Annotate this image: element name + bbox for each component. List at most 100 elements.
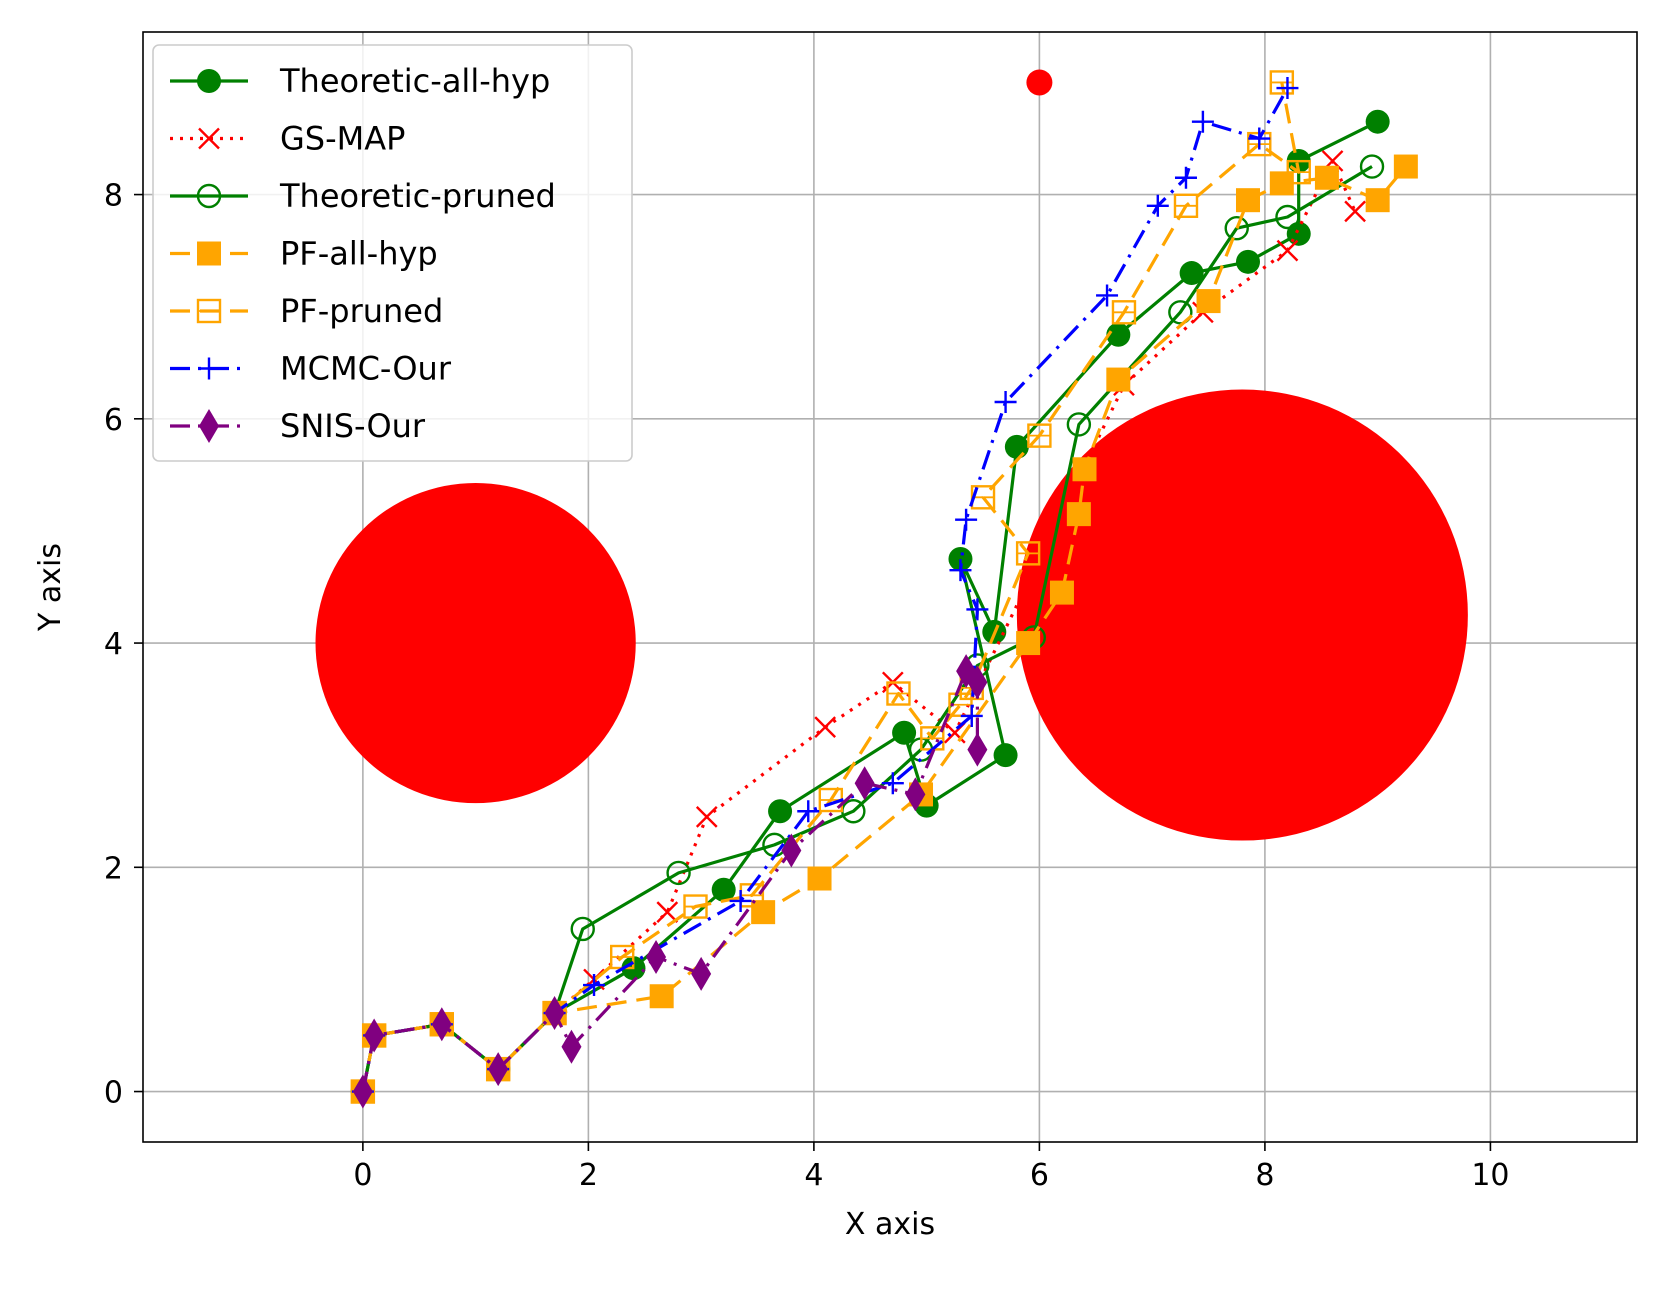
data-point xyxy=(488,1052,509,1087)
data-point xyxy=(993,743,1018,768)
data-point xyxy=(666,860,691,886)
legend-marker xyxy=(196,298,222,324)
data-point xyxy=(1235,188,1260,213)
data-point xyxy=(544,996,565,1031)
legend-entry: PF-pruned xyxy=(170,292,443,330)
legend-marker xyxy=(196,183,222,209)
data-point xyxy=(948,546,973,571)
data-point xyxy=(1066,502,1091,527)
x-axis-label: X axis xyxy=(845,1207,935,1242)
data-point xyxy=(854,766,875,801)
data-point xyxy=(431,1007,452,1042)
legend-entry: MCMC-Our xyxy=(170,350,452,388)
data-point xyxy=(1276,239,1299,262)
legend-marker xyxy=(199,409,219,443)
legend-marker xyxy=(198,357,220,380)
legend-label: Theoretic-pruned xyxy=(279,177,556,215)
legend-entry: SNIS-Our xyxy=(170,407,426,445)
legend-label: Theoretic-all-hyp xyxy=(279,62,550,100)
data-point xyxy=(649,984,674,1009)
data-point xyxy=(967,665,988,700)
obstacle-circle xyxy=(1016,389,1468,841)
data-point xyxy=(583,974,606,997)
legend-entry: Theoretic-all-hyp xyxy=(170,62,550,100)
legend-label: PF-all-hyp xyxy=(280,235,438,273)
x-tick-label: 4 xyxy=(804,1158,823,1193)
data-point xyxy=(1174,166,1197,189)
data-point xyxy=(955,508,978,531)
data-point xyxy=(1016,631,1041,656)
data-point xyxy=(561,1029,582,1064)
data-point xyxy=(1146,194,1169,217)
data-point xyxy=(905,777,926,812)
x-tick-label: 0 xyxy=(353,1158,372,1193)
legend-label: SNIS-Our xyxy=(280,407,426,445)
data-point xyxy=(729,889,752,912)
obstacle-circle xyxy=(315,482,636,804)
data-point xyxy=(1168,300,1193,325)
data-point xyxy=(1224,216,1249,241)
data-point xyxy=(1027,423,1052,448)
series-line xyxy=(361,669,980,1092)
data-point xyxy=(1235,249,1260,274)
axis-ticks: 0 2 4 6 8 10 0 2 4 6 8 xyxy=(104,179,1510,1193)
data-point xyxy=(967,732,988,767)
y-tick-label: 4 xyxy=(104,627,123,662)
goal-marker xyxy=(1026,69,1053,96)
x-tick-label: 10 xyxy=(1471,1158,1509,1193)
data-point xyxy=(683,894,708,919)
data-point xyxy=(1096,284,1119,307)
data-point xyxy=(695,806,718,828)
x-tick-label: 6 xyxy=(1030,1158,1049,1193)
data-point xyxy=(781,833,802,868)
data-point xyxy=(1111,300,1137,325)
data-point xyxy=(1072,457,1097,482)
data-point xyxy=(364,1018,385,1053)
legend-label: MCMC-Our xyxy=(280,350,452,388)
legend-label: PF-pruned xyxy=(280,292,443,330)
data-point xyxy=(1173,193,1199,218)
data-point xyxy=(352,1074,373,1109)
data-point xyxy=(1179,261,1204,286)
y-axis-label: Y axis xyxy=(33,543,68,632)
data-point xyxy=(966,598,989,621)
legend-entry: GS-MAP xyxy=(170,120,405,158)
data-point xyxy=(1365,109,1390,134)
legend-marker xyxy=(198,127,220,150)
data-point xyxy=(1359,154,1385,179)
data-point xyxy=(691,956,712,991)
data-point xyxy=(570,916,595,942)
data-point xyxy=(1049,580,1074,605)
data-point xyxy=(768,799,793,824)
data-point xyxy=(1248,127,1271,150)
y-tick-label: 2 xyxy=(104,851,123,886)
data-point xyxy=(1286,221,1311,246)
data-point xyxy=(1269,70,1295,95)
legend-marker xyxy=(197,69,221,93)
data-point xyxy=(1286,159,1311,185)
data-point xyxy=(1393,154,1418,179)
data-point xyxy=(1314,165,1339,190)
data-point xyxy=(646,940,667,974)
data-point xyxy=(1106,367,1131,392)
legend: Theoretic-all-hyp GS-MAP Theoretic-pruned P… xyxy=(152,44,633,462)
data-point xyxy=(814,716,837,738)
data-point xyxy=(881,772,904,795)
data-point xyxy=(1276,77,1299,100)
x-tick-label: 8 xyxy=(1255,1158,1274,1193)
data-point xyxy=(886,681,911,706)
data-point xyxy=(892,720,917,745)
data-point xyxy=(949,559,972,582)
data-point xyxy=(1066,412,1092,437)
data-point xyxy=(1275,204,1300,230)
legend-marker xyxy=(197,241,221,266)
data-point xyxy=(960,704,983,727)
data-point xyxy=(711,877,736,902)
data-point xyxy=(994,391,1017,413)
legend-label: GS-MAP xyxy=(280,120,405,158)
series xyxy=(350,70,1418,1109)
y-tick-label: 8 xyxy=(104,179,123,214)
y-tick-label: 0 xyxy=(104,1076,123,1111)
legend-entry: Theoretic-pruned xyxy=(170,177,556,215)
plot-frame xyxy=(142,31,1638,1143)
